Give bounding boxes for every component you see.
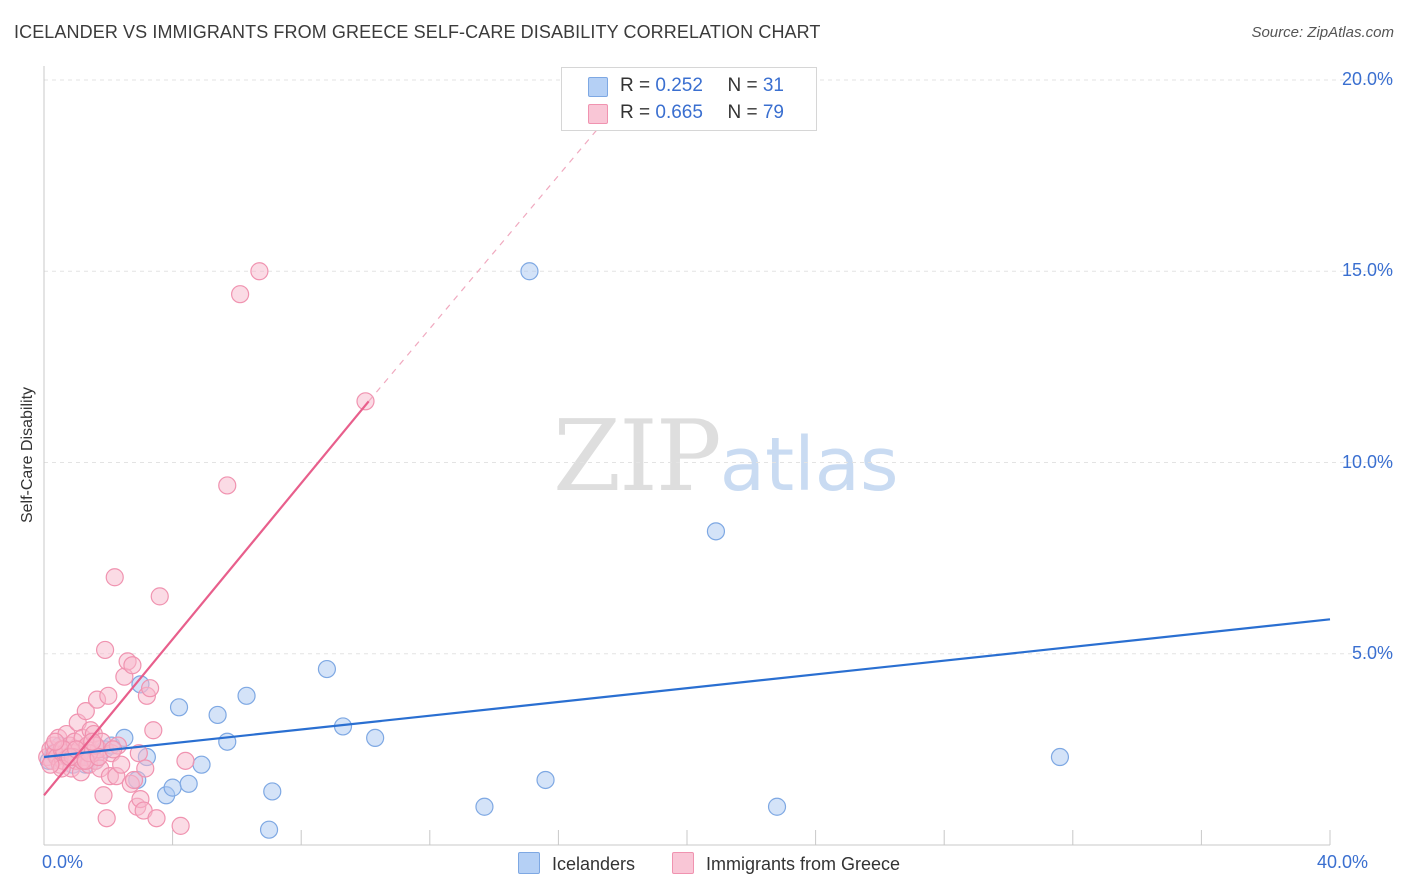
y-tick-label: 20.0% <box>1341 69 1393 89</box>
bottom-legend-label: Immigrants from Greece <box>706 854 901 874</box>
watermark-zip: ZIP <box>553 400 722 514</box>
source-label: Source: ZipAtlas.com <box>1251 24 1394 41</box>
pink-point <box>41 755 60 774</box>
pink-point <box>231 285 250 304</box>
pink-point <box>123 656 142 675</box>
pink-point <box>356 392 375 411</box>
pink-point <box>171 816 190 835</box>
pink-trend-line <box>43 400 370 796</box>
blue-point <box>317 659 337 679</box>
pink-point <box>129 744 148 763</box>
pink-point <box>150 587 169 606</box>
blue-point <box>706 522 726 541</box>
legend-n-label: N = <box>727 75 763 96</box>
pink-point <box>95 640 115 660</box>
pink-point <box>112 755 131 774</box>
stats-legend: R = 0.252 N = 31 R = 0.665 N = 79 <box>561 67 817 131</box>
blue-point <box>179 774 198 793</box>
blue-point <box>1050 747 1070 767</box>
pink-point <box>144 721 163 740</box>
pink-point <box>94 786 113 805</box>
pink-point <box>76 702 95 721</box>
watermark: ZIPatlas <box>553 400 899 514</box>
y-tick-label: 10.0% <box>1341 451 1393 472</box>
watermark-atlas: atlas <box>719 422 899 508</box>
pink-point <box>218 476 237 495</box>
pink-point <box>97 809 116 828</box>
bottom-legend-swatch-blue <box>518 852 540 874</box>
chart-title: ICELANDER VS IMMIGRANTS FROM GREECE SELF… <box>14 22 821 42</box>
blue-point <box>536 770 555 790</box>
pink-point <box>124 770 144 790</box>
legend-n-value: 31 <box>762 75 784 96</box>
pink-point <box>250 262 269 281</box>
x-tick-label: 40.0% <box>1316 852 1368 872</box>
blue-point <box>192 755 211 774</box>
legend-r-label: R = <box>620 75 656 96</box>
pink-point <box>147 809 166 828</box>
bottom-legend-icelanders: Icelanders <box>518 852 635 875</box>
pink-point <box>136 759 155 778</box>
pink-point <box>99 686 118 705</box>
blue-point <box>259 820 279 839</box>
blue-trend-line <box>43 618 1331 759</box>
legend-n-value: 79 <box>762 102 784 123</box>
blue-point <box>520 262 539 281</box>
legend-r-label: R = <box>620 102 656 123</box>
blue-point <box>475 797 494 816</box>
blue-point <box>366 728 385 748</box>
legend-swatch-pink <box>588 104 608 124</box>
blue-point <box>163 778 182 797</box>
blue-point <box>263 782 282 801</box>
pink-point <box>46 732 65 751</box>
pink-trend-extension <box>368 117 608 402</box>
blue-point <box>237 686 256 705</box>
legend-r-value: 0.665 <box>655 102 703 123</box>
pink-point <box>105 568 124 587</box>
y-tick-label: 15.0% <box>1341 260 1393 281</box>
bottom-legend-label: Icelanders <box>552 854 636 874</box>
blue-point <box>169 698 189 717</box>
pink-point <box>89 747 108 767</box>
blue-point <box>208 705 227 725</box>
legend-swatch-blue <box>588 77 608 97</box>
pink-point <box>140 679 160 698</box>
y-tick-label: 5.0% <box>1351 642 1393 663</box>
blue-point <box>767 797 787 816</box>
bottom-legend-swatch-pink <box>672 852 694 874</box>
pink-point <box>176 751 195 770</box>
legend-n-label: N = <box>727 102 763 123</box>
x-tick-label: 0.0% <box>42 852 84 872</box>
legend-r-value: 0.252 <box>655 75 703 96</box>
pink-point <box>83 732 102 751</box>
bottom-legend-greece: Immigrants from Greece <box>672 852 900 875</box>
